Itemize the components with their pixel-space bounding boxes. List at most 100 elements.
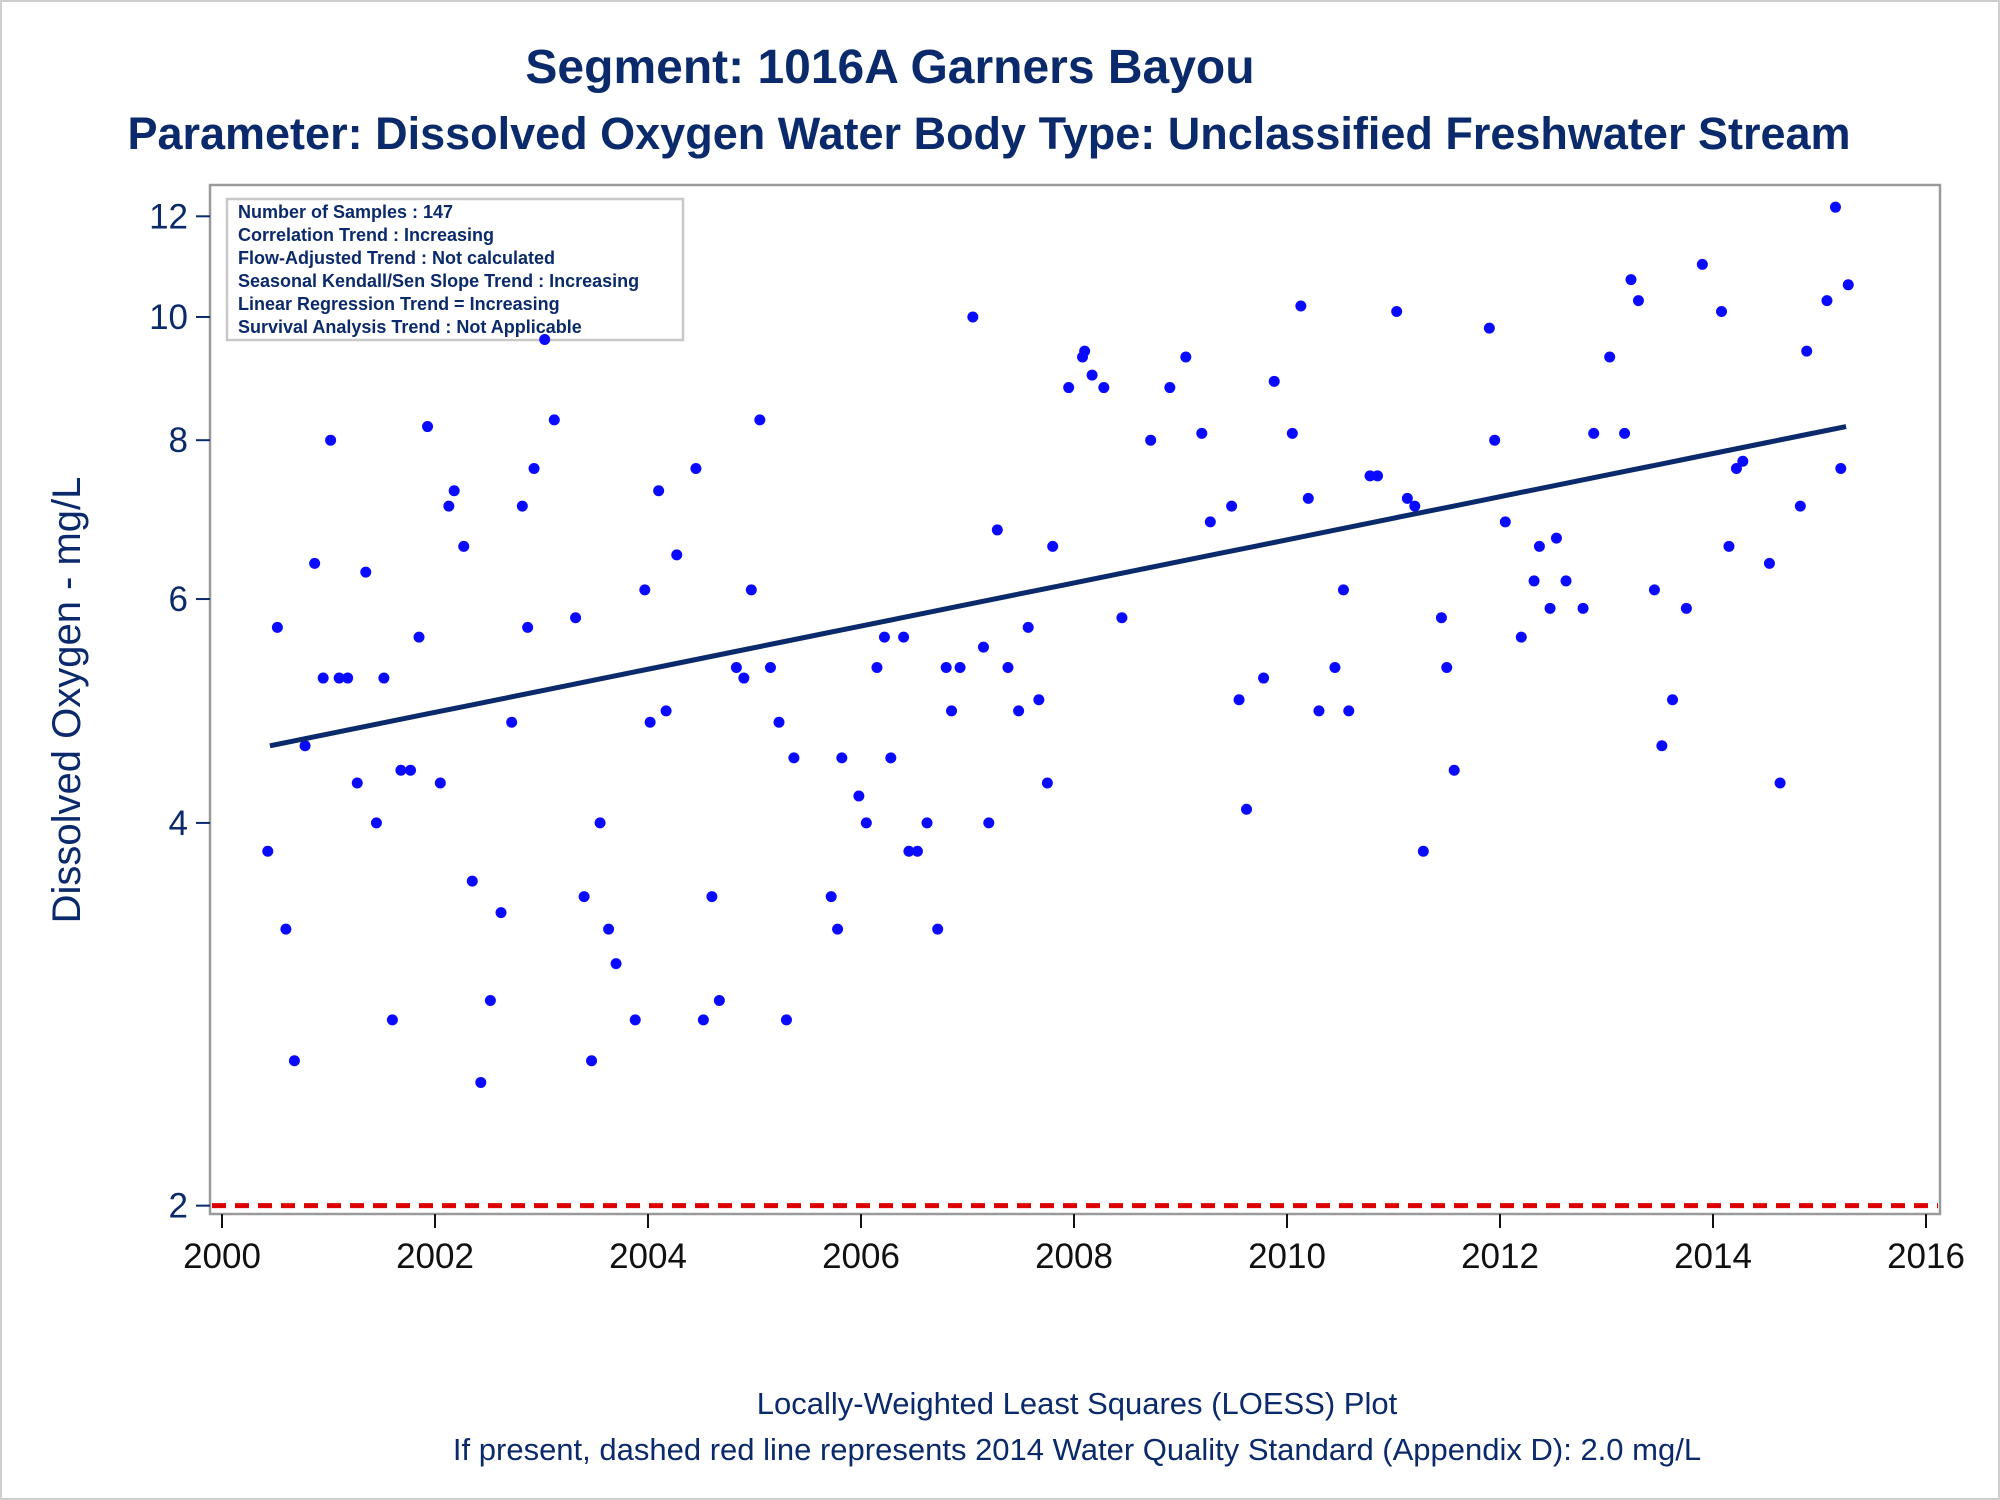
data-point [954,662,966,674]
data-point [1656,740,1668,752]
data-point [448,485,460,497]
data-point [639,584,651,596]
data-point [1499,516,1511,528]
data-point [1086,369,1098,381]
data-point [475,1076,487,1088]
data-point [1295,300,1307,312]
data-point [1268,375,1280,387]
data-point [1821,295,1833,307]
footnote-loess: Locally-Weighted Least Squares (LOESS) P… [757,1386,1398,1421]
data-point [1063,382,1075,394]
x-tick-label: 2000 [183,1237,261,1276]
data-point [1391,305,1403,317]
data-point [522,621,534,633]
data-point [1801,345,1813,357]
inset-samples: Number of Samples : 147 [238,202,453,222]
data-point [1116,612,1128,624]
inset-correlation: Correlation Trend : Increasing [238,225,494,245]
data-point [832,923,844,935]
data-point [1098,382,1110,394]
data-point [764,662,776,674]
x-tick-label: 2004 [609,1237,687,1276]
data-point [1829,201,1841,213]
data-point [370,817,382,829]
data-point [351,777,363,789]
data-point [1448,764,1460,776]
data-point [458,540,470,552]
data-point [967,311,979,323]
data-point [1528,575,1540,587]
inset-survival-analysis: Survival Analysis Trend : Not Applicable [238,317,582,337]
data-point [443,500,455,512]
y-tick-label: 12 [149,197,188,236]
x-axis: 2000 2002 2004 2006 2008 2010 2012 2014 2016 [183,1214,1965,1276]
data-point [586,1055,598,1067]
data-point [1550,532,1562,544]
data-point [773,716,785,728]
y-axis: 2 4 6 8 10 12 [149,197,210,1226]
data-point [506,716,518,728]
data-point [434,777,446,789]
data-point [730,662,742,674]
data-point [1648,584,1660,596]
y-tick-label: 4 [169,804,188,843]
data-point [395,764,407,776]
data-point [629,1014,641,1026]
data-point [1401,492,1413,504]
data-point [1619,427,1631,439]
data-point [780,1014,792,1026]
data-point [706,891,718,903]
data-point [1258,672,1270,684]
data-point [1730,463,1742,475]
data-point [1079,345,1091,357]
data-point [644,716,656,728]
data-point [386,1014,398,1026]
data-point [1313,705,1325,717]
data-point [280,923,292,935]
data-point [1667,694,1679,706]
data-point [1489,434,1501,446]
data-point [422,421,434,433]
data-point [1696,258,1708,270]
data-point [603,923,615,935]
data-point [1588,427,1600,439]
data-point [309,557,321,569]
data-point [1180,351,1192,363]
data-point [1343,705,1355,717]
data-point [1560,575,1572,587]
trend-summary-box: Number of Samples : 147 Correlation Tren… [225,197,685,342]
data-point [1625,274,1637,286]
x-tick-label: 2006 [822,1237,900,1276]
data-point [871,662,883,674]
data-point [360,566,372,578]
data-point [495,907,507,919]
data-point [1337,584,1349,596]
data-point [271,621,283,633]
x-tick-label: 2008 [1035,1237,1113,1276]
data-point [653,485,665,497]
data-point [1483,322,1495,334]
data-point [1164,382,1176,394]
data-point [1794,500,1806,512]
data-point [1372,470,1384,482]
inset-flow-adjusted: Flow-Adjusted Trend : Not calculated [238,248,555,268]
x-tick-label: 2012 [1461,1237,1539,1276]
data-point [1737,455,1749,467]
data-point [1632,295,1644,307]
data-point [578,891,590,903]
data-point [1204,516,1216,528]
data-point [1417,845,1429,857]
data-point [1723,540,1735,552]
trend-line [269,424,1847,749]
data-point [405,764,417,776]
chart-title: Segment: 1016A Garners Bayou [525,41,1254,94]
data-point [1047,540,1059,552]
data-point [836,752,848,764]
trend-line-group [269,424,1847,749]
data-point [885,752,897,764]
data-point [570,612,582,624]
data-point [1022,621,1034,633]
data-point [754,414,766,426]
data-point [911,845,923,857]
